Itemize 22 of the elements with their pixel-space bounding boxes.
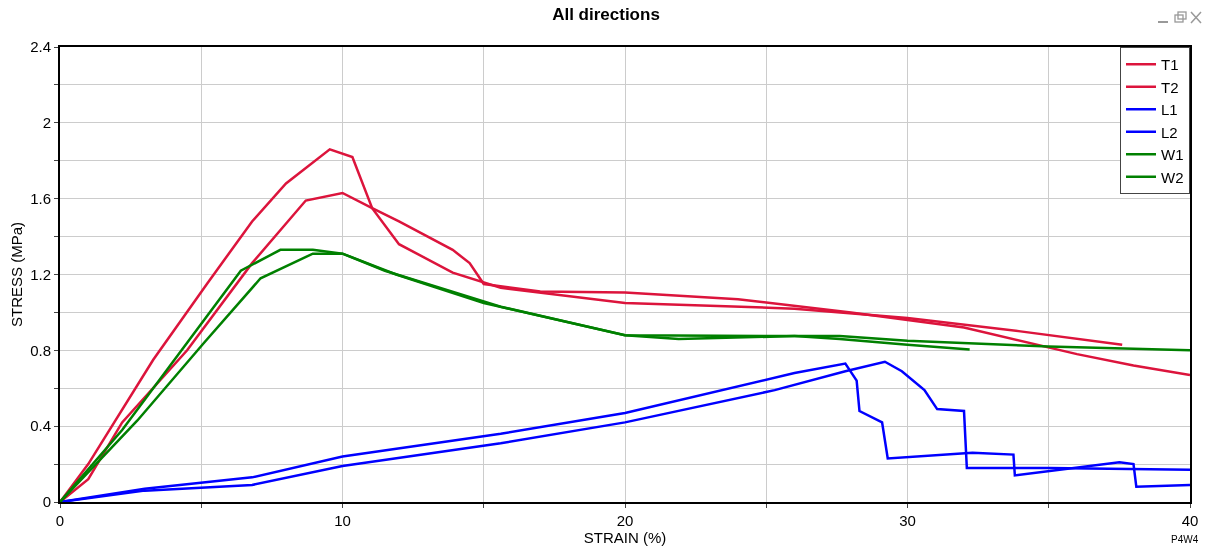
y-tick-label: 2 [42, 114, 51, 132]
x-tick-label: 20 [616, 512, 634, 529]
y-tick-label: 1.6 [30, 189, 51, 207]
x-tick-label: 10 [334, 512, 351, 529]
text: P4W4 [1171, 534, 1199, 545]
x-tick-label: 0 [55, 512, 65, 529]
x-tick-label: 30 [899, 512, 916, 529]
legend-label: L1 [1161, 101, 1178, 119]
legend-label: T2 [1161, 78, 1179, 96]
y-tick-label: 1.2 [30, 265, 51, 283]
legend-label: L2 [1161, 123, 1178, 141]
chart-title: All directions [552, 5, 660, 25]
legend-label: W1 [1161, 146, 1184, 164]
x-axis-title: STRAIN (%) [583, 529, 667, 546]
y-tick-label: 2.4 [30, 38, 51, 56]
y-tick-label: 0.4 [30, 417, 51, 435]
legend-label: W2 [1161, 168, 1184, 186]
x-tick-label: 40 [1181, 512, 1199, 529]
y-axis-title: STRESS (MPa) [7, 221, 25, 328]
legend-label: T1 [1161, 56, 1179, 74]
y-tick-label: 0 [42, 493, 51, 511]
y-tick-label: 0.8 [30, 341, 51, 359]
